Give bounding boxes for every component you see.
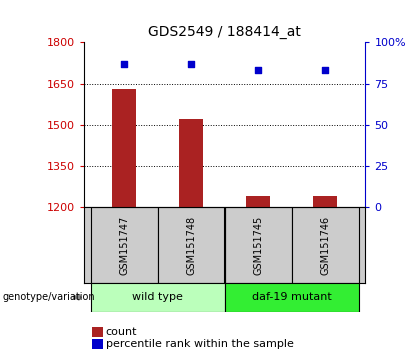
Bar xyxy=(292,207,359,283)
Text: genotype/variation: genotype/variation xyxy=(2,292,95,302)
Point xyxy=(255,68,262,73)
Text: percentile rank within the sample: percentile rank within the sample xyxy=(106,339,294,349)
Bar xyxy=(91,207,158,283)
Text: count: count xyxy=(106,327,137,337)
Bar xyxy=(158,207,225,283)
Point xyxy=(121,61,128,67)
Bar xyxy=(225,207,292,283)
Bar xyxy=(91,283,225,312)
Bar xyxy=(179,119,203,207)
Point xyxy=(188,61,194,67)
Title: GDS2549 / 188414_at: GDS2549 / 188414_at xyxy=(148,25,301,39)
Bar xyxy=(247,196,270,207)
Text: GSM151748: GSM151748 xyxy=(186,216,196,275)
Bar xyxy=(225,283,359,312)
Text: daf-19 mutant: daf-19 mutant xyxy=(252,292,331,302)
Text: GSM151746: GSM151746 xyxy=(320,216,330,275)
Bar xyxy=(113,89,136,207)
Text: wild type: wild type xyxy=(132,292,183,302)
Bar xyxy=(313,196,337,207)
Text: GSM151745: GSM151745 xyxy=(253,216,263,275)
Text: GSM151747: GSM151747 xyxy=(119,216,129,275)
Point xyxy=(322,68,328,73)
